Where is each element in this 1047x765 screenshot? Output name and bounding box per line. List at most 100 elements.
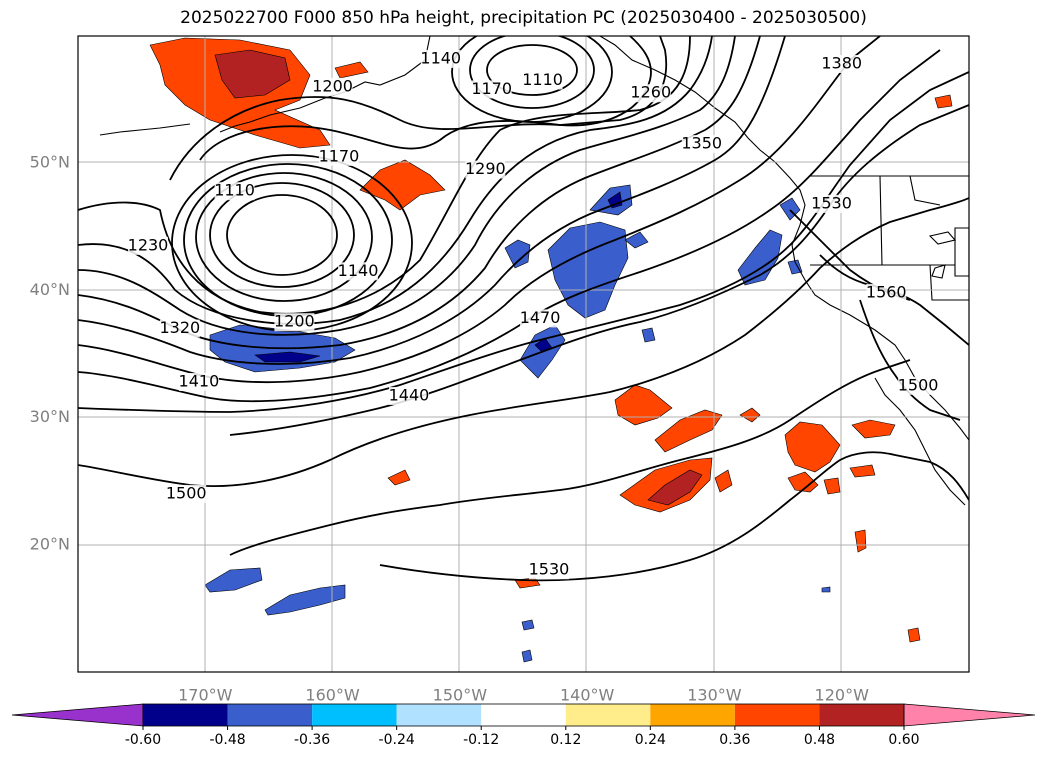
precip-area-orange-5 [787,471,819,493]
contour-label-bg [471,80,512,99]
precip-area-blue-6 [737,229,783,286]
contour-low1-inner [226,194,338,276]
colorbar-segment [481,704,566,726]
contour-label-bg [159,319,200,338]
contour-label: 1110 [522,70,563,89]
contour-label: 1500 [166,483,207,502]
latitude-labels: 50°N 40°N 30°N 20°N [30,153,70,554]
precip-area-orange-15 [934,94,953,109]
contour-label-bg [465,160,506,179]
longitude-label: 150°W [433,686,488,705]
coastline-aleutians [99,123,191,136]
precip-area-orange-9 [849,464,876,478]
contour-low2-inner [486,44,578,96]
colorbar-segment [819,704,904,726]
latitude-label: 40°N [30,280,70,299]
precip-area-blue-15 [821,586,831,593]
colorbar-segment [650,704,735,726]
contour-label: 1530 [529,560,570,579]
lake-2 [931,264,946,279]
contour-label: 1140 [338,261,379,280]
contour-low2-1110 [469,36,595,109]
contour-label-bg [166,484,207,503]
colorbar-label: 0.60 [888,732,919,748]
contour-label: 1350 [681,134,722,153]
contour-label-bg [338,262,379,281]
precip-area-blue-2 [547,221,629,319]
precip-area-blue-8 [204,567,263,593]
lake-1 [928,231,957,245]
colorbar-label: 0.48 [804,732,835,748]
contour-label-bg [528,561,569,580]
map-frame [77,35,970,673]
precip-area-orange-14 [334,61,369,79]
contour-label: 1560 [866,282,907,301]
precip-area-orange-11 [823,477,841,495]
colorbar-label: 0.24 [635,732,666,748]
contour-label-bg [811,194,852,213]
precip-area-orange-2 [654,409,723,453]
precip-area-blue-11 [641,327,656,343]
colorbar-segment [312,704,397,726]
contour-label: 1530 [811,193,852,212]
contour-1200 [169,36,668,181]
latitude-label: 20°N [30,534,70,553]
colorbar-label: -0.12 [463,732,499,748]
colorbar-segment [227,704,313,726]
contour-label: 1200 [312,76,353,95]
contour-1260 [78,36,713,325]
precip-area-gulf-orange [359,159,446,211]
contour-1230 [78,36,691,315]
contour-label-bg [630,84,671,103]
contour-label: 1200 [274,312,315,331]
precip-area-orange-16 [907,627,921,643]
colorbar: -0.60 -0.48 -0.36 -0.24 -0.12 0.12 0.24 0.36 0.4… [11,703,1036,748]
coastline-alaska-panhandle [599,36,969,441]
precip-area-orange-6 [739,407,761,423]
precip-area-blue-9 [264,584,346,616]
colorbar-label: -0.48 [209,732,245,748]
contour-label: 1170 [471,79,512,98]
colorbar-label: -0.36 [294,732,330,748]
precip-area-blue-10 [624,231,649,249]
contour-label-bg [420,49,461,68]
contour-1500 [78,197,969,488]
contour-label: 1380 [821,53,862,72]
contour-1170 [199,36,652,161]
contour-label-bg [214,182,255,201]
precip-area-alaska-dark [214,49,291,99]
coastline-baja [874,377,966,506]
colorbar-label: -0.60 [125,732,161,748]
coastlines [99,36,969,506]
contour-label: 1170 [319,146,360,165]
contour-label: 1500 [898,375,939,394]
contour-label-bg [178,372,219,391]
precip-area-orange-4 [784,421,841,473]
longitude-label: 160°W [305,686,360,705]
contour-label: 1410 [179,371,220,390]
colorbar-segment [143,704,228,726]
contour-label: 1260 [630,83,671,102]
contour-label-bg [388,386,429,405]
contour-label: 1140 [420,48,461,67]
latitude-label: 50°N [30,153,70,172]
contour-label-bg [681,135,722,154]
chart-title: 2025022700 F000 850 hPa height, precipit… [180,8,867,28]
contour-label: 1230 [128,235,169,254]
colorbar-label: -0.24 [379,732,415,748]
contour-low1-3 [195,172,373,302]
contour-label-bg [274,313,315,332]
precip-area-orange-8 [851,419,896,439]
colorbar-segment [565,704,651,726]
contour-1290 [78,36,736,336]
longitude-label: 120°W [815,686,870,705]
precip-positive-areas [149,37,953,643]
contour-label: 1440 [389,385,430,404]
colorbar-segment [734,704,820,726]
colorbar-frame [142,703,905,727]
contour-label-bg [522,71,563,90]
colorbar-extend-low [11,703,144,727]
colorbar-segment [396,704,482,726]
precip-area-navy-1 [254,351,321,363]
